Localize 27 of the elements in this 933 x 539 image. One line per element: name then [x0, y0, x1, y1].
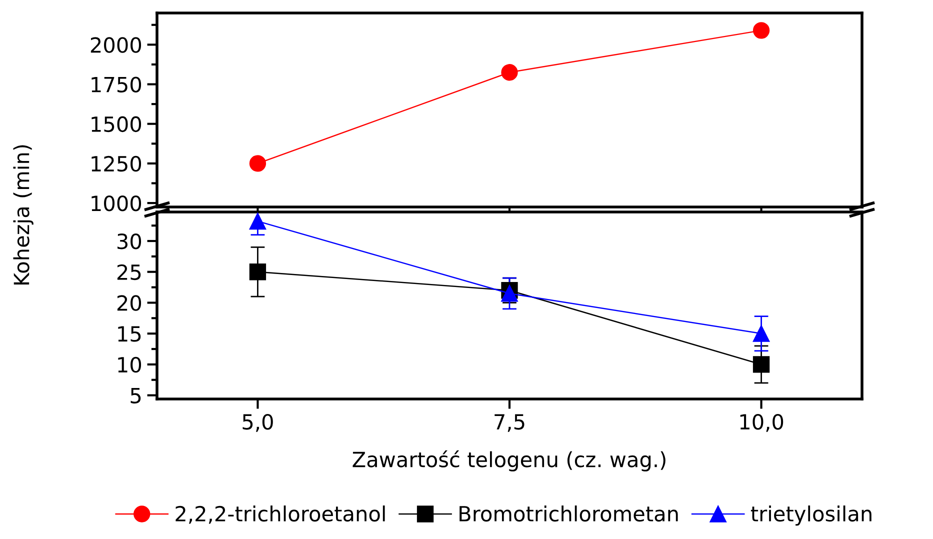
x-tick-label: 10,0 — [740, 414, 784, 432]
y-axis-title: Kohezja (min) — [13, 145, 34, 284]
point — [752, 325, 770, 342]
point — [752, 22, 770, 39]
point — [249, 155, 266, 172]
legend-label: Bromotrichlorometan — [460, 505, 678, 522]
y-tick-label: 20 — [117, 295, 142, 311]
y-tick-label: 30 — [117, 233, 142, 250]
legend-label: trietylosilan — [750, 505, 872, 526]
point — [249, 264, 266, 280]
y-tick-label: 5 — [130, 388, 141, 404]
x-axis-title: Zawartość telogenu (cz. wag.) — [352, 450, 666, 472]
y-tick-label: 1250 — [92, 156, 142, 172]
y-tick-label: 1000 — [92, 195, 142, 212]
y-tick-label: 10 — [118, 356, 142, 373]
x-tick-label: 7,5 — [494, 414, 524, 432]
y-tick-label: 2000 — [90, 37, 142, 53]
legend-label: 2,2,2-trichloroetanol — [176, 505, 385, 524]
y-tick-label: 1500 — [92, 116, 142, 132]
x-tick-label: 5,0 — [242, 414, 273, 432]
point — [501, 285, 518, 302]
y-tick-label: 25 — [117, 264, 141, 280]
point — [752, 356, 770, 373]
y-tick-label: 1750 — [92, 76, 142, 92]
y-tick-label: 15 — [118, 326, 141, 342]
point — [501, 64, 518, 81]
point — [249, 212, 266, 230]
